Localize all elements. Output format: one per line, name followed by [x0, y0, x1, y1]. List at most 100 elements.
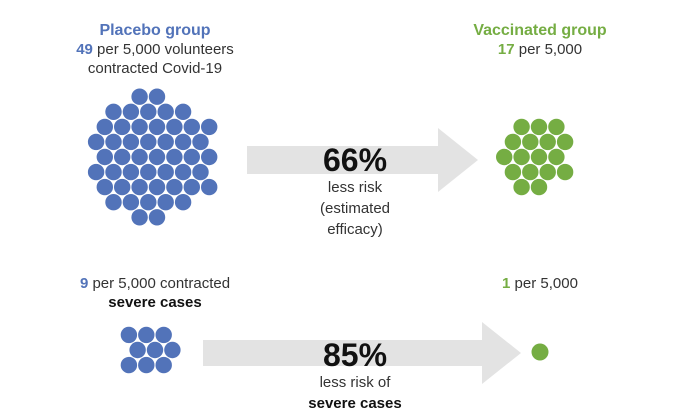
- placebo-dot: [148, 209, 166, 226]
- vaccinated-dot: [496, 148, 513, 166]
- placebo-dot: [131, 118, 148, 136]
- placebo-dot: [192, 163, 209, 181]
- placebo-count: 49: [76, 41, 93, 58]
- placebo-dot: [140, 163, 157, 181]
- placebo-dot: [157, 133, 174, 151]
- vaccinated-dot: [539, 133, 556, 151]
- placebo-dot: [157, 103, 174, 121]
- vaccinated-dot: [548, 118, 565, 136]
- placebo-dot: [201, 118, 218, 136]
- placebo-dot: [131, 209, 148, 226]
- placebo-dot: [122, 194, 140, 211]
- placebo-dot: [87, 133, 105, 151]
- placebo-dot: [122, 163, 140, 181]
- severe-placebo-dot: [129, 341, 146, 359]
- severe-placebo-dot-cluster: [120, 326, 181, 374]
- efficacy-overall-block: 66% less risk (estimated efficacy): [300, 143, 410, 240]
- vaccinated-dot: [504, 133, 522, 151]
- vaccinated-dot: [504, 163, 522, 181]
- vaccinated-dot: [530, 148, 548, 166]
- efficacy-severe-line1: less risk of: [319, 374, 391, 391]
- placebo-dot: [201, 148, 218, 166]
- severe-vaccinated-count: 1: [502, 275, 511, 292]
- placebo-dot: [96, 178, 114, 196]
- placebo-dot: [105, 194, 122, 211]
- severe-placebo-dot: [120, 326, 138, 344]
- placebo-dot: [114, 148, 131, 166]
- placebo-dot: [183, 178, 200, 196]
- vaccinated-count: 17: [497, 41, 515, 58]
- placebo-dot: [166, 178, 183, 196]
- placebo-dot: [114, 178, 131, 196]
- placebo-dot: [87, 163, 105, 181]
- vaccinated-dot: [522, 163, 539, 181]
- placebo-dot: [166, 118, 183, 136]
- placebo-dot: [157, 163, 174, 181]
- placebo-dot: [192, 133, 209, 151]
- vaccinated-dot: [513, 178, 530, 196]
- placebo-dot: [183, 118, 200, 136]
- placebo-text-line2: contracted Covid-19: [87, 60, 223, 77]
- efficacy-overall-line2: (estimated: [319, 200, 391, 217]
- severe-placebo-text-line1: per 5,000 contracted: [88, 275, 231, 292]
- placebo-text-line1: per 5,000 volunteers: [92, 41, 234, 58]
- efficacy-severe-value: 85%: [322, 337, 388, 373]
- placebo-dot: [174, 163, 192, 181]
- placebo-dot: [148, 148, 166, 166]
- vaccinated-dot: [530, 178, 548, 196]
- severe-vaccinated-header: 1 per 5,000: [470, 274, 610, 293]
- placebo-dot: [148, 118, 166, 136]
- placebo-dot: [114, 118, 131, 136]
- placebo-dot: [105, 103, 122, 121]
- severe-placebo-dot: [120, 356, 138, 374]
- severe-placebo-dot: [138, 326, 155, 344]
- placebo-dot: [157, 194, 174, 211]
- placebo-dot: [148, 178, 166, 196]
- arrow-severe: [203, 322, 521, 384]
- severe-placebo-dot: [155, 326, 172, 344]
- arrow-overall: [247, 128, 478, 192]
- vaccinated-dot: [530, 118, 548, 136]
- placebo-dot: [131, 88, 148, 105]
- severe-placebo-dot: [155, 356, 172, 374]
- efficacy-overall-value: 66%: [322, 142, 388, 178]
- vaccinated-dot: [548, 148, 565, 166]
- vaccinated-dot: [556, 163, 574, 181]
- placebo-dot: [140, 133, 157, 151]
- vaccinated-title: Vaccinated group: [473, 22, 607, 39]
- placebo-dot: [105, 163, 122, 181]
- efficacy-severe-block: 85% less risk of severe cases: [295, 338, 415, 414]
- placebo-dot: [183, 148, 200, 166]
- placebo-dot: [174, 103, 192, 121]
- placebo-dot: [174, 194, 192, 211]
- placebo-header: Placebo group 49 per 5,000 volunteers co…: [40, 22, 270, 78]
- severe-vaccinated-dot: [531, 343, 549, 361]
- placebo-dot: [140, 194, 157, 211]
- efficacy-overall-line1: less risk: [327, 179, 383, 196]
- placebo-dot: [131, 148, 148, 166]
- placebo-title: Placebo group: [99, 22, 211, 39]
- efficacy-overall-line3: efficacy): [327, 221, 383, 238]
- placebo-dot: [122, 133, 140, 151]
- vaccinated-header: Vaccinated group 17 per 5,000: [455, 22, 625, 59]
- placebo-dot: [201, 178, 218, 196]
- vaccinated-dot: [522, 133, 539, 151]
- vaccinated-text: per 5,000: [514, 41, 583, 58]
- placebo-dot: [105, 133, 122, 151]
- severe-vaccinated-text: per 5,000: [510, 275, 578, 292]
- efficacy-severe-line2: severe cases: [308, 395, 402, 412]
- placebo-dot: [148, 88, 166, 105]
- placebo-dot: [131, 178, 148, 196]
- placebo-dot: [174, 133, 192, 151]
- vaccinated-dot-cluster: [496, 118, 574, 196]
- severe-placebo-dot: [164, 341, 181, 359]
- placebo-dot: [140, 103, 157, 121]
- severe-vaccinated-dot-cluster: [531, 343, 549, 361]
- vaccinated-dot: [513, 118, 530, 136]
- severe-placebo-dot: [138, 356, 155, 374]
- placebo-dot: [96, 148, 114, 166]
- severe-placebo-header: 9 per 5,000 contracted severe cases: [40, 274, 270, 312]
- vaccinated-dot: [513, 148, 530, 166]
- severe-placebo-count: 9: [79, 275, 89, 292]
